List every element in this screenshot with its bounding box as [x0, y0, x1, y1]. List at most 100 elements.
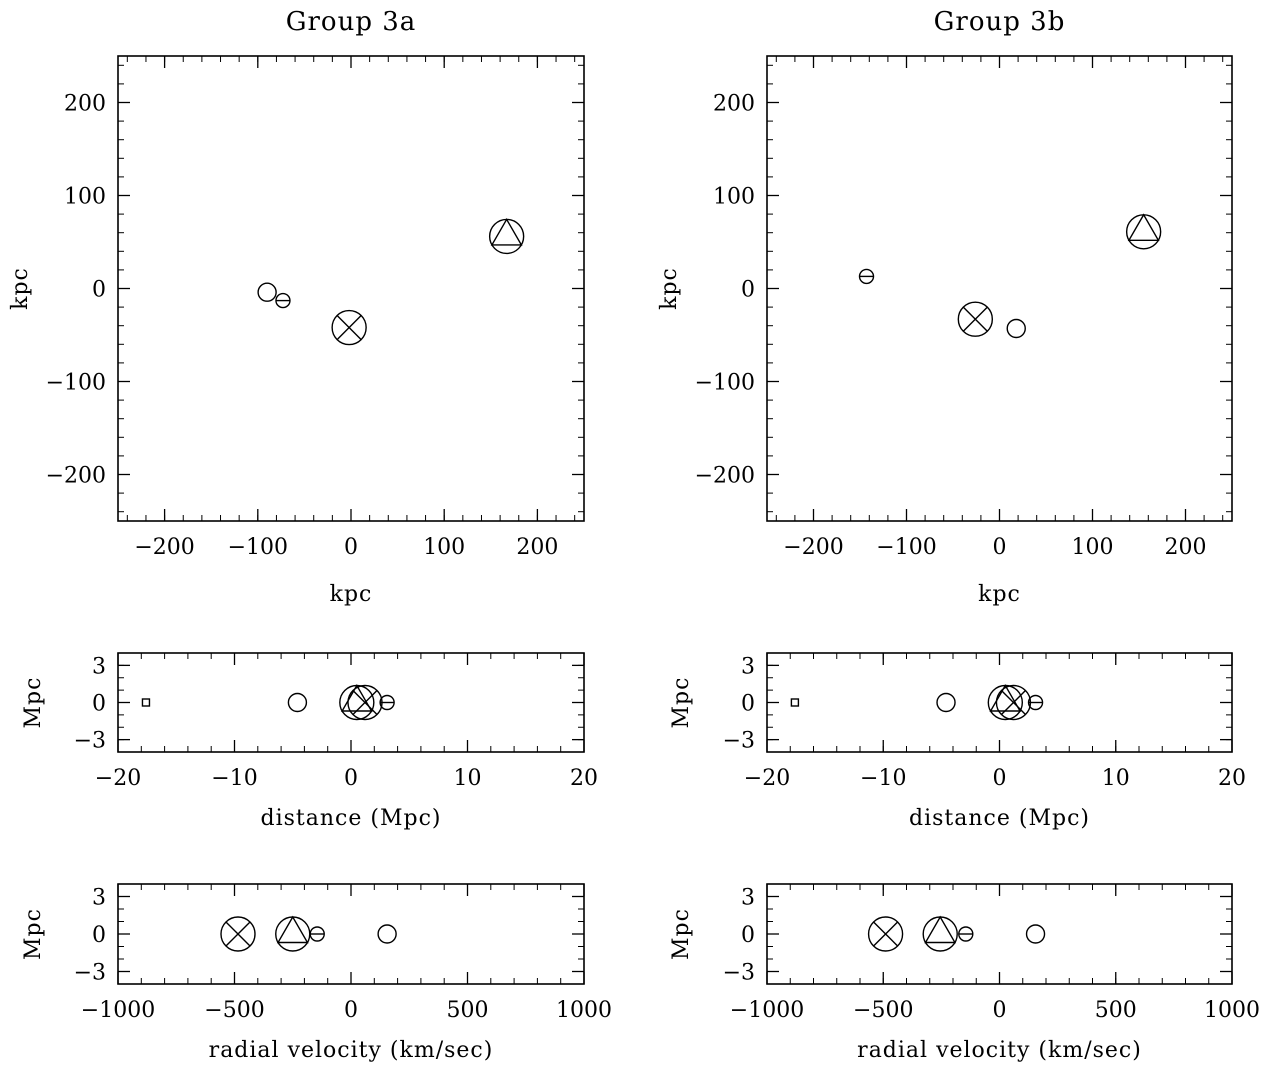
data-point-circle — [287, 692, 308, 713]
x-tick-label: −20 — [95, 766, 141, 791]
x-tick-label: 200 — [1165, 535, 1207, 560]
data-point-circle-triangle — [275, 915, 311, 952]
y-tick-label: 100 — [64, 185, 106, 210]
data-point-square — [141, 698, 151, 707]
x-tick-label: −200 — [134, 535, 194, 560]
y-tick-label: −3 — [723, 961, 755, 986]
x-tick-label: 0 — [344, 998, 358, 1023]
y-tick-label: 0 — [741, 278, 755, 303]
y-tick-label: −200 — [46, 464, 106, 489]
y-tick-label: 0 — [92, 278, 106, 303]
y-axis-label: Mpc — [21, 677, 46, 729]
x-tick-label: 0 — [993, 766, 1007, 791]
x-tick-label: 500 — [1095, 998, 1137, 1023]
x-axis-label: radial velocity (km/sec) — [857, 1038, 1142, 1063]
x-tick-label: 10 — [454, 766, 482, 791]
x-tick-label: 20 — [1218, 766, 1246, 791]
y-tick-label: 0 — [741, 923, 755, 948]
data-point-circle — [1025, 924, 1046, 944]
y-tick-label: 3 — [92, 886, 106, 911]
data-point-circle-triangle — [987, 684, 1024, 721]
data-point-circle-x — [995, 684, 1032, 721]
y-tick-label: −100 — [46, 371, 106, 396]
data-point-circle-x — [867, 916, 904, 952]
y-axis-label: kpc — [657, 267, 682, 310]
x-tick-label: −100 — [228, 535, 288, 560]
x-axis-label: radial velocity (km/sec) — [209, 1038, 494, 1063]
panel-title: Group 3a — [286, 7, 417, 37]
y-tick-label: 200 — [713, 92, 755, 117]
data-point-circle-bar — [958, 926, 974, 942]
y-axis-label: kpc — [8, 267, 33, 310]
x-axis-label: kpc — [330, 582, 373, 607]
data-point-circle — [936, 692, 956, 713]
data-point-circle-bar — [309, 926, 325, 942]
data-point-square — [790, 698, 800, 707]
x-tick-label: −1000 — [730, 998, 804, 1023]
y-axis-label: Mpc — [21, 908, 46, 960]
data-point-circle-x — [331, 309, 367, 346]
data-point-circle — [257, 282, 277, 302]
data-point-circle-triangle — [1125, 213, 1162, 250]
data-point-circle-x — [220, 916, 256, 952]
x-tick-label: −100 — [876, 535, 936, 560]
data-point-circle-bar — [1027, 694, 1044, 711]
y-tick-label: 3 — [92, 654, 106, 679]
data-point-circle-triangle — [339, 684, 375, 721]
y-tick-label: −3 — [74, 961, 106, 986]
data-point-circle — [377, 924, 397, 944]
x-tick-label: 0 — [344, 535, 358, 560]
x-tick-label: 500 — [447, 998, 489, 1023]
y-tick-label: 200 — [64, 92, 106, 117]
panel-title: Group 3b — [934, 7, 1066, 37]
y-tick-label: −100 — [695, 371, 755, 396]
x-axis-label: kpc — [978, 582, 1021, 607]
x-tick-label: −10 — [211, 766, 257, 791]
data-point-circle-x — [957, 301, 994, 337]
x-tick-label: −10 — [860, 766, 906, 791]
x-axis-label: distance (Mpc) — [261, 806, 442, 831]
panel-3a-velocity: −1000 −500 0 500 1000 3 0 −3 radial velocity (km… — [21, 883, 612, 1063]
plot-frame — [766, 55, 1233, 522]
x-tick-label: 100 — [1072, 535, 1114, 560]
data-point-circle-bar — [275, 292, 291, 309]
x-tick-label: −500 — [853, 998, 913, 1023]
panel-3b-sky: −200 −100 0 100 200 −200 −100 0 100 200 Group 3b kp… — [657, 7, 1233, 607]
x-tick-label: 1000 — [1204, 998, 1260, 1023]
x-tick-label: 20 — [570, 766, 598, 791]
data-point-circle-triangle — [488, 218, 525, 255]
data-point-circle-x — [347, 684, 383, 721]
y-tick-label: −3 — [723, 729, 755, 754]
plot-frame — [766, 883, 1233, 985]
y-tick-label: 0 — [741, 692, 755, 717]
y-axis-label: Mpc — [669, 908, 694, 960]
data-point-circle-bar — [858, 268, 875, 285]
plot-frame — [117, 883, 585, 985]
y-axis-label: Mpc — [669, 677, 694, 729]
y-tick-label: −200 — [695, 464, 755, 489]
y-tick-label: 100 — [713, 185, 755, 210]
x-tick-label: −20 — [744, 766, 790, 791]
x-axis-label: distance (Mpc) — [909, 806, 1090, 831]
y-tick-label: 3 — [741, 886, 755, 911]
x-tick-label: 0 — [993, 535, 1007, 560]
x-tick-label: −1000 — [81, 998, 155, 1023]
y-tick-label: 0 — [92, 692, 106, 717]
plot-frame — [766, 652, 1233, 753]
x-tick-label: 1000 — [556, 998, 612, 1023]
x-tick-label: −500 — [204, 998, 264, 1023]
x-tick-label: −200 — [783, 535, 843, 560]
x-tick-label: 200 — [516, 535, 558, 560]
y-tick-label: −3 — [74, 729, 106, 754]
panel-3b-velocity: −1000 −500 0 500 1000 3 0 −3 radial velocity (km… — [669, 883, 1260, 1063]
data-point-circle-triangle — [922, 915, 958, 952]
panel-3a-sky: −200 −100 0 100 200 −200 −100 0 100 200 Group 3a kp… — [8, 7, 585, 607]
plot-frame — [117, 652, 585, 753]
y-tick-label: 3 — [741, 654, 755, 679]
x-tick-label: 0 — [993, 998, 1007, 1023]
y-tick-label: 0 — [92, 923, 106, 948]
plot-frame — [117, 55, 585, 522]
x-tick-label: 100 — [423, 535, 465, 560]
